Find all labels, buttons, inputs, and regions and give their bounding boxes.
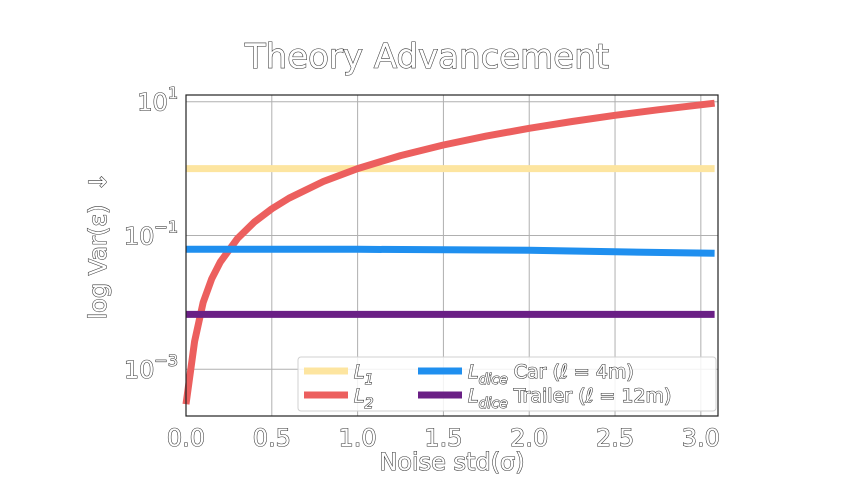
- y-axis-arrow: ↓: [84, 172, 112, 192]
- grid: [185, 95, 718, 416]
- chart-title: Theory Advancement: [244, 37, 609, 77]
- y-tick-label: 101: [137, 84, 178, 117]
- series-line-ldice-car-4m: [186, 245, 715, 257]
- legend-label: Ldice Car (ℓ = 4m): [468, 361, 634, 388]
- legend-box: [297, 356, 717, 412]
- x-tick-label: 0.0: [167, 424, 205, 452]
- y-axis-label: log Var(ε): [84, 204, 112, 319]
- x-tick-label: 0.5: [253, 424, 291, 452]
- legend-label: Ldice Trailer (ℓ = 12m): [468, 385, 671, 412]
- legend-label: L1: [354, 361, 374, 388]
- y-tick-label: 10−1: [124, 217, 178, 250]
- y-tick-label: 10−3: [124, 351, 178, 384]
- x-tick-label: 2.5: [596, 424, 634, 452]
- plot-frame: [185, 94, 719, 417]
- x-axis-label: Noise std(σ): [379, 448, 524, 476]
- legend-label: L2: [354, 385, 374, 412]
- x-tick-label: 1.0: [339, 424, 377, 452]
- series-line-l2: [182, 99, 716, 405]
- tick-labels: 0.0 0.5 1.0 1.5 2.0 2.5 3.0 10−3 10−1 101: [123, 83, 720, 452]
- x-tick-label: 2.0: [510, 424, 548, 452]
- series-lines: [182, 99, 716, 405]
- x-tick-label: 1.5: [424, 424, 462, 452]
- x-tick-label: 3.0: [682, 424, 720, 452]
